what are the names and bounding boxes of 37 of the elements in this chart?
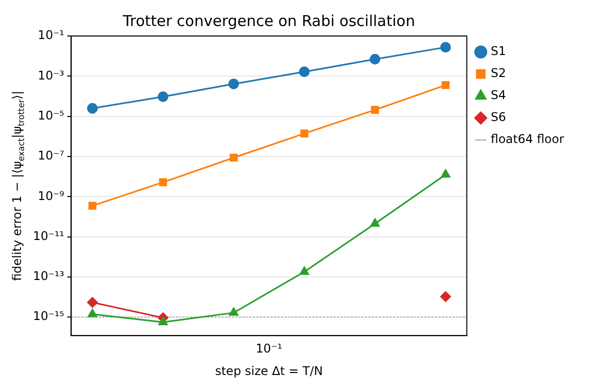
y-tick-label: 10⁻⁷	[38, 148, 64, 163]
point	[88, 308, 98, 318]
x-axis-title: step size Δt = T/N	[215, 364, 323, 378]
chart-title: Trotter convergence on Rabi oscillation	[122, 12, 416, 30]
point	[228, 307, 238, 316]
point	[370, 218, 380, 227]
point	[440, 42, 451, 53]
y-tick-label: 10⁻⁵	[38, 108, 64, 122]
legend-label: S1	[490, 44, 506, 58]
point	[159, 178, 168, 186]
point	[87, 297, 98, 308]
text: 10⁻¹	[256, 342, 282, 356]
point	[230, 154, 238, 162]
y-tick-label: 10⁻¹¹	[32, 228, 64, 243]
point	[440, 291, 451, 302]
y-tick-label: 10⁻¹³	[32, 269, 64, 284]
point	[300, 266, 310, 275]
y-tick-label: 10⁻⁹	[38, 188, 64, 203]
point	[440, 169, 450, 178]
point	[299, 66, 310, 78]
point	[228, 78, 239, 90]
point	[300, 129, 308, 138]
point	[158, 316, 168, 326]
y-tick-label: 10⁻¹	[38, 28, 64, 42]
y-axis-title: fidelity error 1 − |⟨ψexact|ψtrotter⟩|	[10, 90, 26, 281]
y-tick-label: 10⁻¹⁵	[32, 309, 64, 324]
point	[88, 202, 96, 210]
point	[87, 103, 98, 114]
legend-label: S2	[490, 66, 506, 80]
legend-label: S4	[490, 88, 506, 102]
point	[442, 81, 450, 90]
legend-label: float64 floor	[490, 132, 564, 146]
point	[158, 91, 168, 102]
point	[370, 54, 380, 64]
y-tick-label: 10⁻³	[38, 68, 64, 82]
point	[370, 106, 379, 114]
legend-label: S6	[490, 110, 506, 124]
